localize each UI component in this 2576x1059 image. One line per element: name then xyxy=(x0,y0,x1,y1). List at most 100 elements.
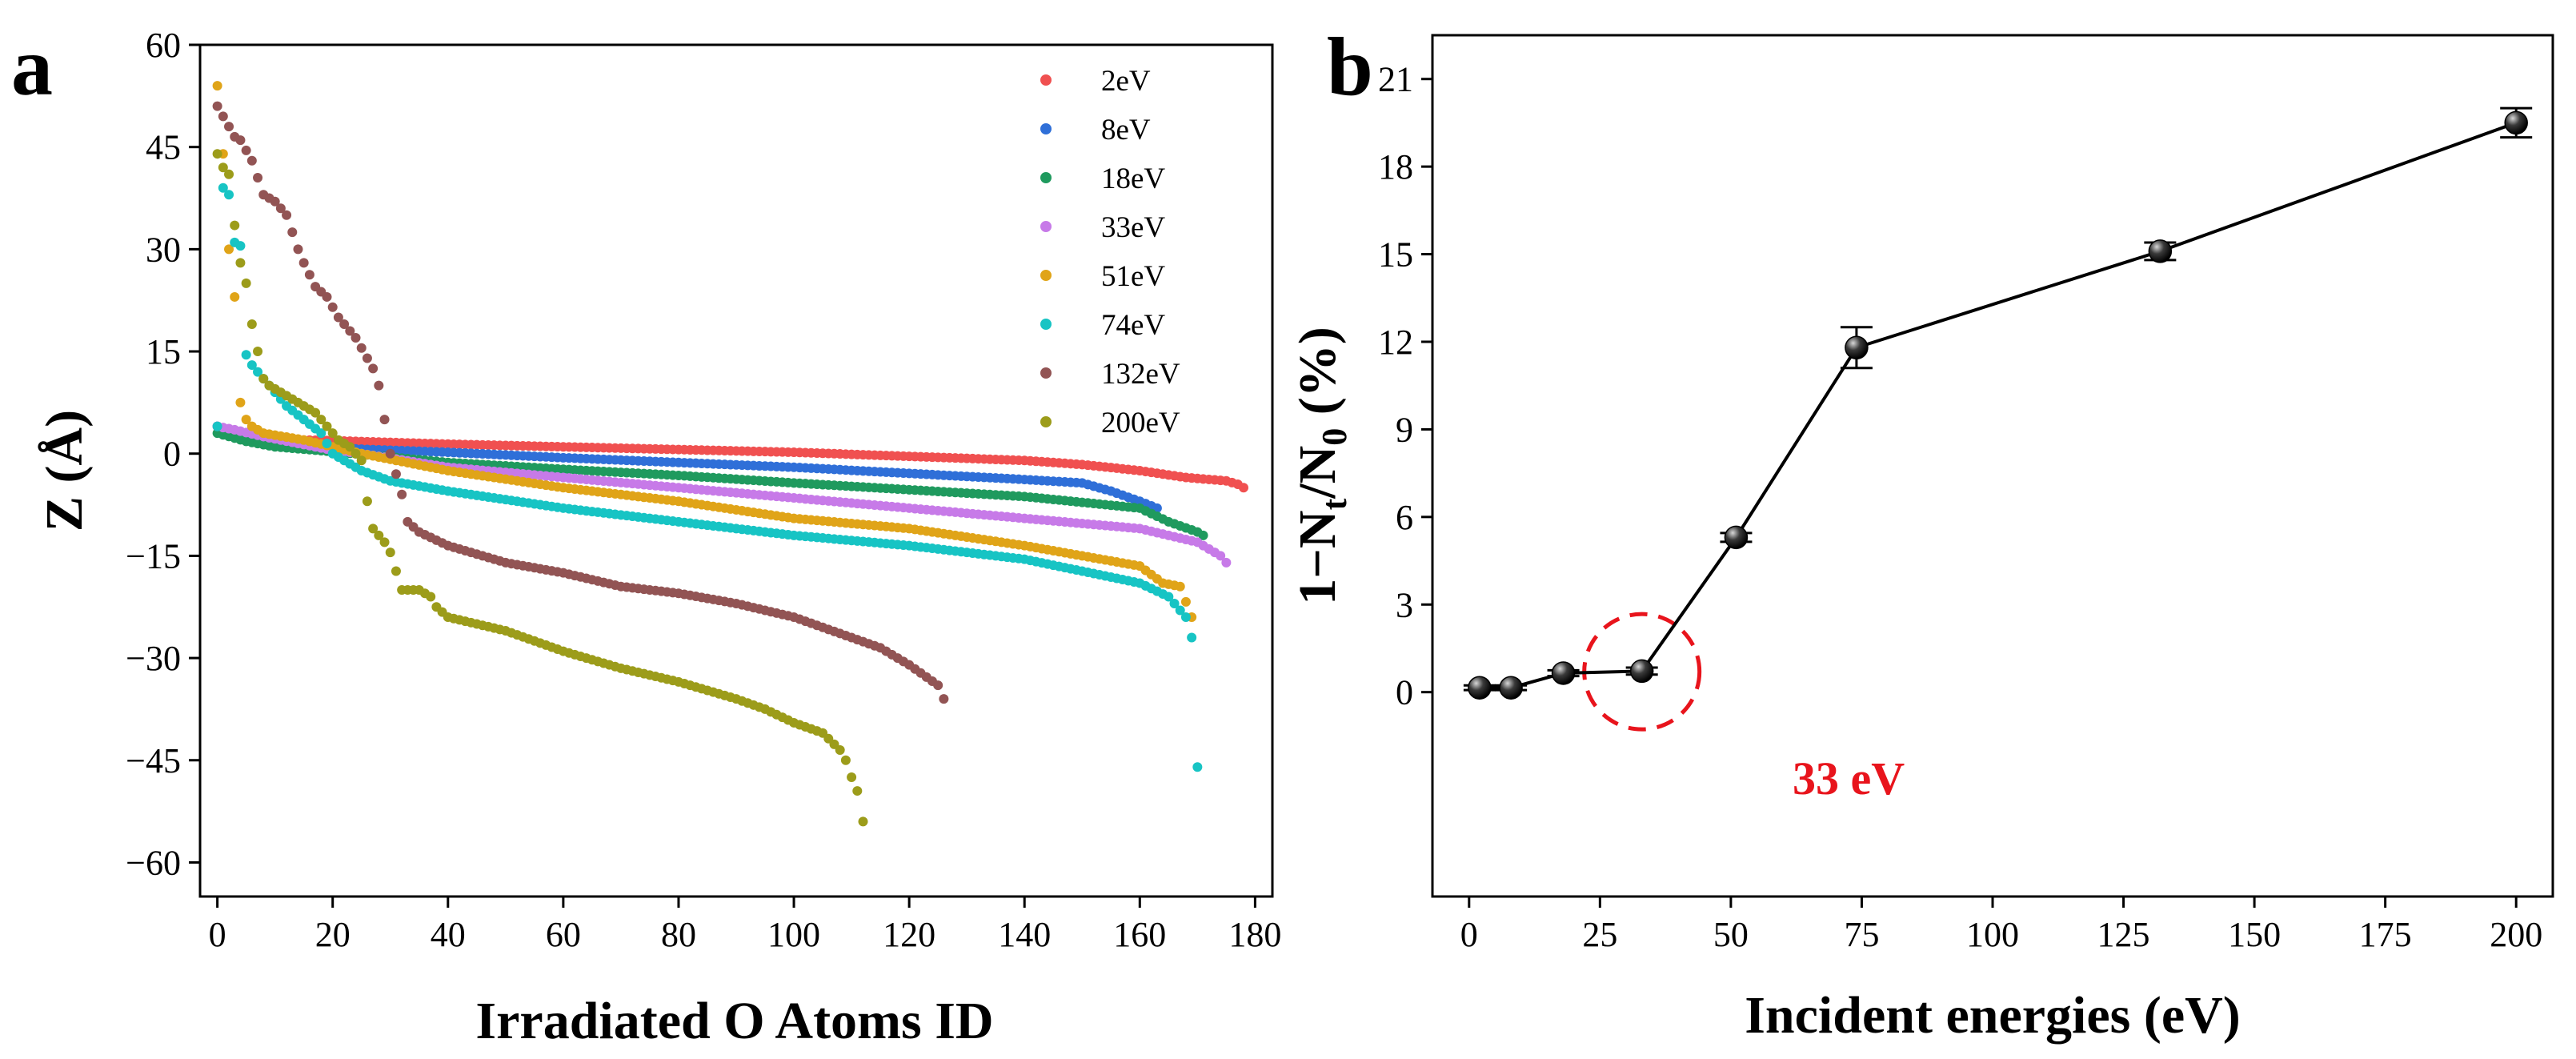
data-point xyxy=(858,816,868,827)
panel-b-y-axis-title: 1−Nt/N0 (%) xyxy=(1288,327,1354,604)
panel-b-x-axis-title: Incident energies (eV) xyxy=(1745,986,2241,1045)
data-point xyxy=(1180,596,1191,607)
y-tick-label: 3 xyxy=(1396,585,1413,624)
data-point xyxy=(1551,661,1576,685)
y-tick-label: −30 xyxy=(126,639,181,678)
x-tick-label: 125 xyxy=(2097,915,2150,954)
x-tick-label: 100 xyxy=(767,915,820,954)
x-tick-label: 40 xyxy=(431,915,466,954)
data-point xyxy=(840,755,851,765)
y-tick-label: 30 xyxy=(146,230,181,269)
y-tick-label: −15 xyxy=(126,536,181,576)
data-point xyxy=(1175,581,1185,592)
x-tick-label: 140 xyxy=(998,915,1051,954)
panel-a-y-ticks: 60 45 30 15 0 −15 −30 −45 −60 xyxy=(126,26,200,882)
data-point xyxy=(282,210,292,220)
panel-a-y-axis-title: Z (Å) xyxy=(35,410,94,532)
y-tick-label: −45 xyxy=(126,741,181,780)
data-point xyxy=(253,347,263,357)
data-point xyxy=(304,270,314,280)
panel-b-letter: b xyxy=(1327,21,1373,113)
series-200eV xyxy=(212,149,868,827)
data-point xyxy=(333,312,343,323)
data-point xyxy=(362,353,372,363)
data-point xyxy=(212,421,222,431)
data-point xyxy=(327,302,338,312)
legend-label: 132eV xyxy=(1101,358,1180,391)
x-tick-label: 50 xyxy=(1713,915,1749,954)
legend-label: 2eV xyxy=(1101,65,1151,98)
legend-marker xyxy=(1040,319,1052,330)
data-point xyxy=(362,496,372,507)
data-point xyxy=(241,145,251,155)
legend-marker xyxy=(1040,74,1052,86)
legend-label: 200eV xyxy=(1101,407,1180,439)
data-point xyxy=(1192,762,1203,772)
legend-label: 18eV xyxy=(1101,162,1165,195)
data-point xyxy=(1180,612,1191,623)
x-tick-label: 120 xyxy=(883,915,935,954)
data-point xyxy=(1216,551,1226,561)
data-point xyxy=(298,258,309,268)
y-tick-label: 0 xyxy=(163,435,181,474)
data-point xyxy=(212,101,222,111)
data-point xyxy=(2504,110,2528,135)
data-point xyxy=(426,592,436,602)
x-tick-label: 0 xyxy=(1460,915,1478,954)
legend-label: 51eV xyxy=(1101,260,1165,293)
data-point xyxy=(1468,676,1492,700)
data-point xyxy=(218,111,228,122)
legend-label: 8eV xyxy=(1101,114,1151,146)
data-point xyxy=(1499,676,1523,700)
data-point xyxy=(235,397,246,407)
data-point xyxy=(246,155,257,166)
data-point xyxy=(356,343,367,353)
x-tick-label: 100 xyxy=(1966,915,2019,954)
data-point xyxy=(235,241,246,251)
x-tick-label: 0 xyxy=(209,915,226,954)
data-point xyxy=(230,291,240,302)
panel-b-x-ticks: 0 25 50 75 100 125 150 175 200 xyxy=(1460,897,2542,954)
y-tick-label: 9 xyxy=(1396,410,1413,449)
data-point xyxy=(2148,239,2173,263)
data-point xyxy=(224,244,234,255)
panel-a-legend: 2eV 8eV 18eV 33eV 51eV 74eV 132eV 200eV xyxy=(1040,65,1180,439)
y-tick-label: 12 xyxy=(1378,323,1413,362)
panel-a: a 0 20 40 60 80 100 120 140 160 180 60 45 30 15 0 −15 −… xyxy=(11,21,1281,1050)
data-point xyxy=(939,694,949,704)
data-point xyxy=(1221,557,1232,568)
x-tick-label: 60 xyxy=(546,915,581,954)
series-132eV xyxy=(212,101,949,704)
data-point xyxy=(322,421,332,431)
x-tick-label: 200 xyxy=(2490,915,2542,954)
panel-b-frame xyxy=(1431,34,2554,898)
data-point xyxy=(345,442,355,452)
x-tick-label: 175 xyxy=(2359,915,2412,954)
data-point xyxy=(218,162,228,173)
data-point xyxy=(339,319,350,329)
data-point xyxy=(224,169,234,179)
legend-label: 33eV xyxy=(1101,211,1165,244)
y-tick-label: 45 xyxy=(146,128,181,167)
data-point xyxy=(241,278,251,288)
legend-marker xyxy=(1040,221,1052,232)
annotation-label: 33 eV xyxy=(1793,752,1905,804)
x-tick-label: 80 xyxy=(661,915,696,954)
data-point xyxy=(253,172,263,183)
data-point xyxy=(270,196,280,207)
series-line xyxy=(1479,121,2517,690)
legend-marker xyxy=(1040,270,1052,281)
data-point xyxy=(933,680,943,691)
panel-a-letter: a xyxy=(11,21,53,113)
x-tick-label: 160 xyxy=(1113,915,1166,954)
data-point xyxy=(1724,525,1749,550)
data-point xyxy=(391,469,401,479)
data-point xyxy=(385,548,395,558)
legend-marker xyxy=(1040,416,1052,427)
data-point xyxy=(322,291,332,302)
data-point xyxy=(385,448,395,459)
x-tick-label: 150 xyxy=(2228,915,2281,954)
data-point xyxy=(293,244,303,255)
data-point xyxy=(253,367,263,377)
